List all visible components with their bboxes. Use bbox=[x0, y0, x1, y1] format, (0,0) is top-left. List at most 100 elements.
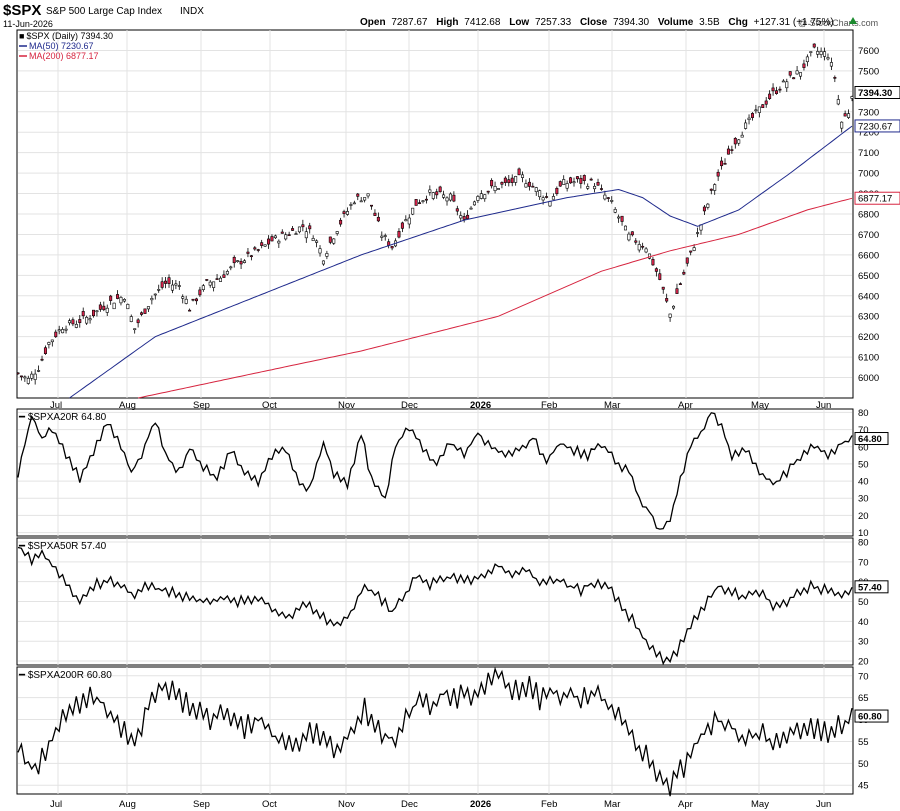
candle-body bbox=[174, 283, 178, 286]
ma50-last-box-label: 7230.67 bbox=[858, 121, 892, 132]
candle-body bbox=[579, 177, 583, 184]
candle-body bbox=[651, 258, 655, 266]
volume-value: 3.5B bbox=[699, 17, 720, 28]
a50r-y-tick: 50 bbox=[858, 597, 869, 608]
candle-body bbox=[363, 197, 367, 201]
month-label: May bbox=[751, 799, 769, 810]
candle-body bbox=[507, 179, 511, 184]
candle-body bbox=[373, 212, 377, 216]
candle-body bbox=[562, 179, 566, 185]
price-legend: ■ $SPX (Daily) 7394.30 bbox=[19, 31, 113, 41]
candle-body bbox=[26, 378, 30, 384]
candle-body bbox=[366, 193, 370, 197]
candle-body bbox=[43, 347, 47, 354]
candle-body bbox=[85, 317, 89, 324]
candle-body bbox=[304, 231, 308, 239]
candle-body bbox=[387, 241, 391, 246]
chart-date: 11-Jun-2026 bbox=[3, 19, 53, 29]
candle-body bbox=[593, 185, 597, 190]
candle-body bbox=[215, 278, 219, 280]
price-y-tick: 6300 bbox=[858, 312, 879, 323]
candle-body bbox=[689, 250, 693, 253]
candle-body bbox=[414, 199, 418, 206]
candle-body bbox=[448, 193, 452, 201]
candle-body bbox=[435, 191, 439, 196]
a20r-last-box bbox=[854, 432, 889, 446]
a20r-panel-frame bbox=[16, 408, 854, 537]
candle-body bbox=[23, 376, 27, 379]
month-label: Jul bbox=[50, 400, 62, 411]
candle-body bbox=[198, 289, 202, 296]
candle-body bbox=[150, 298, 154, 301]
candle-body bbox=[613, 209, 617, 213]
price-y-tick: 7500 bbox=[858, 66, 879, 77]
month-label: Mar bbox=[604, 400, 620, 411]
candle-body bbox=[40, 358, 44, 361]
candle-body bbox=[527, 181, 531, 187]
candle-body bbox=[805, 56, 809, 63]
a20r-y-tick: 10 bbox=[858, 528, 869, 539]
a200r-line bbox=[17, 666, 853, 797]
a50r-y-tick: 80 bbox=[858, 537, 869, 548]
high-label: High bbox=[436, 17, 458, 28]
candle-body bbox=[785, 81, 789, 89]
candle-body bbox=[74, 323, 78, 328]
candle-body bbox=[455, 208, 459, 212]
candle-body bbox=[445, 197, 449, 202]
candle-body bbox=[617, 216, 621, 219]
candle-body bbox=[572, 181, 576, 184]
month-label: Apr bbox=[678, 400, 693, 411]
candle-body bbox=[133, 328, 137, 331]
candle-body bbox=[569, 177, 573, 184]
candle-body bbox=[599, 188, 603, 190]
candle-body bbox=[287, 234, 291, 236]
candle-body bbox=[675, 288, 679, 294]
candle-body bbox=[328, 236, 332, 243]
candle-body bbox=[270, 236, 274, 242]
candle-body bbox=[95, 310, 99, 313]
price-y-tick: 6600 bbox=[858, 250, 879, 261]
candle-body bbox=[781, 80, 785, 83]
candle-body bbox=[400, 222, 404, 229]
candle-body bbox=[19, 375, 23, 378]
candle-body bbox=[126, 304, 130, 310]
candle-body bbox=[253, 247, 257, 250]
candle-body bbox=[702, 206, 706, 212]
triangle-up-icon bbox=[849, 17, 857, 24]
candle-body bbox=[325, 253, 329, 257]
a20r-legend: ━ $SPXA20R 64.80 bbox=[18, 412, 107, 423]
candle-body bbox=[88, 318, 92, 321]
candle-body bbox=[208, 281, 212, 286]
candle-body bbox=[483, 194, 487, 200]
candle-body bbox=[50, 339, 54, 343]
candle-body bbox=[696, 232, 700, 234]
candle-body bbox=[311, 238, 315, 242]
month-label: Nov bbox=[338, 799, 355, 810]
candle-body bbox=[30, 373, 34, 379]
open-value: 7287.67 bbox=[391, 17, 428, 28]
watermark: @ StockCharts.com bbox=[798, 18, 878, 28]
candle-body bbox=[349, 204, 353, 206]
candle-body bbox=[658, 273, 662, 280]
candle-body bbox=[744, 122, 748, 129]
month-label: Dec bbox=[401, 400, 418, 411]
candle-body bbox=[538, 190, 542, 198]
candle-body bbox=[342, 211, 346, 214]
candle-body bbox=[771, 87, 775, 92]
candle-body bbox=[284, 234, 288, 240]
candle-body bbox=[335, 231, 339, 234]
candle-body bbox=[610, 200, 614, 202]
candle-body bbox=[205, 279, 209, 281]
price-panel-frame bbox=[16, 29, 854, 399]
a200r-y-tick: 45 bbox=[858, 781, 869, 792]
candle-body bbox=[16, 372, 20, 375]
candle-body bbox=[723, 163, 727, 165]
ma50-legend: MA(50) 7230.67 bbox=[19, 41, 94, 51]
candle-body bbox=[606, 197, 610, 199]
ma200-last-box bbox=[854, 191, 900, 205]
month-label: Sep bbox=[193, 799, 210, 810]
volume-label: Volume bbox=[658, 17, 694, 28]
candle-body bbox=[146, 306, 150, 310]
candle-body bbox=[819, 51, 823, 55]
candle-body bbox=[809, 51, 813, 53]
